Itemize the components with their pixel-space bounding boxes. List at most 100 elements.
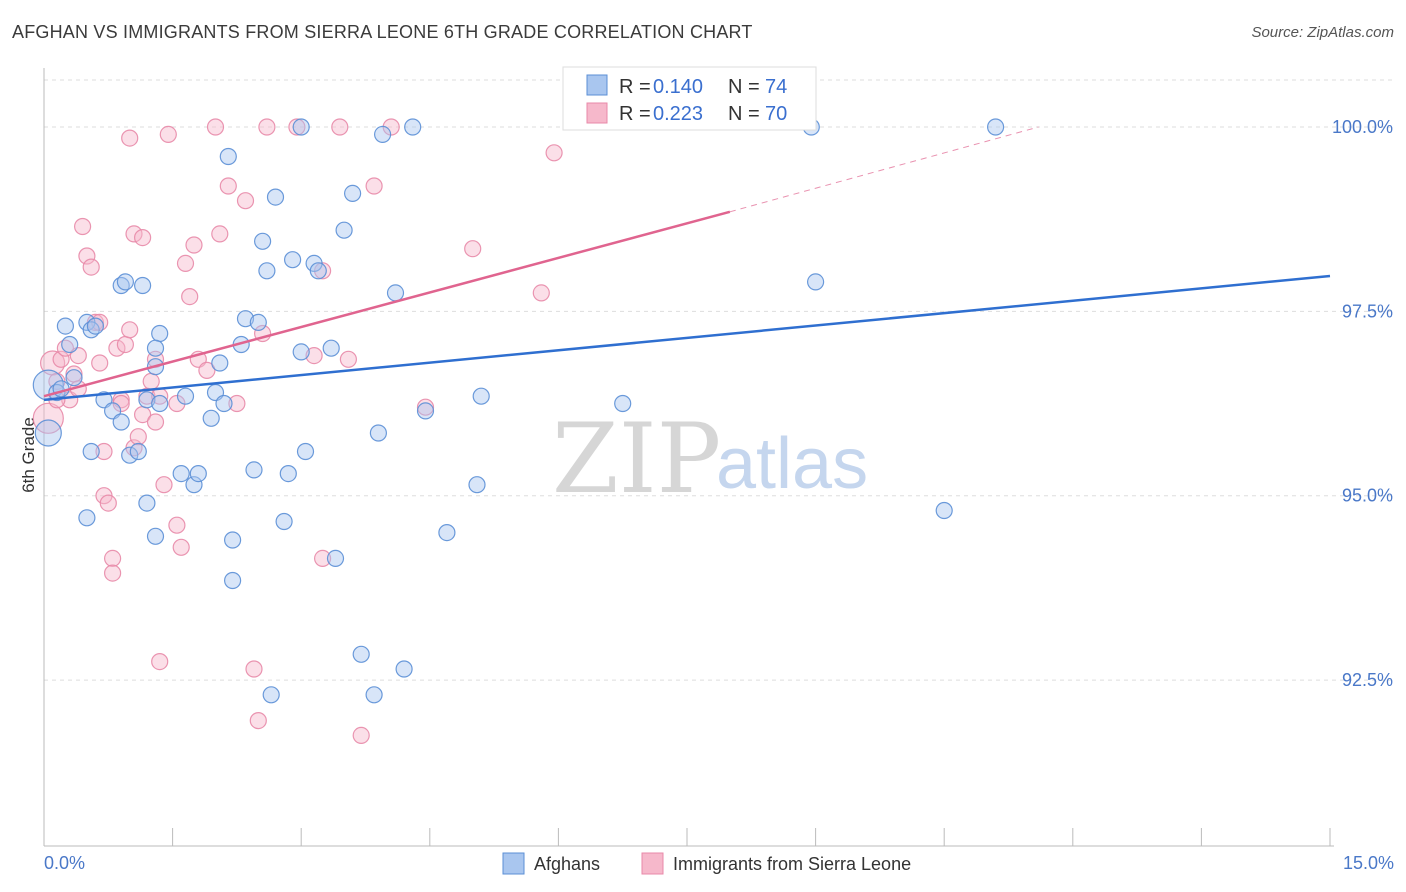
x-tick-label-max: 15.0% bbox=[1343, 853, 1394, 873]
data-point bbox=[32, 402, 64, 434]
y-tick-label: 92.5% bbox=[1342, 670, 1393, 690]
data-point bbox=[142, 372, 160, 390]
data-point bbox=[155, 476, 173, 494]
data-point bbox=[61, 335, 79, 354]
data-point bbox=[52, 350, 70, 368]
data-point bbox=[352, 726, 370, 745]
data-point bbox=[103, 549, 122, 568]
data-point bbox=[129, 442, 147, 461]
data-point bbox=[202, 409, 220, 427]
data-point bbox=[146, 527, 165, 545]
bottom-legend-label-sierra-leone: Immigrants from Sierra Leone bbox=[673, 854, 911, 874]
data-point bbox=[296, 442, 315, 461]
data-point bbox=[331, 118, 349, 136]
data-point bbox=[545, 144, 563, 162]
data-point bbox=[99, 494, 117, 512]
data-point bbox=[86, 317, 105, 335]
data-point bbox=[146, 339, 165, 357]
data-point bbox=[181, 288, 199, 306]
data-point bbox=[249, 711, 267, 730]
data-point bbox=[185, 476, 203, 494]
data-point bbox=[806, 273, 825, 291]
data-point bbox=[262, 686, 280, 704]
data-point bbox=[374, 125, 392, 143]
data-point bbox=[34, 419, 62, 447]
legend-r-label-afghans: R = bbox=[619, 76, 651, 98]
legend-r-value-sierra-leone: 0.223 bbox=[653, 103, 703, 125]
data-point bbox=[185, 236, 203, 254]
data-point bbox=[369, 424, 387, 442]
bottom-legend-swatch-afghans bbox=[502, 852, 525, 875]
data-point bbox=[614, 394, 632, 413]
watermark: ZIP atlas bbox=[552, 403, 868, 515]
trend-line-afghans bbox=[43, 274, 1331, 402]
data-point bbox=[292, 343, 310, 361]
legend-n-label-sierra-leone: N = bbox=[728, 103, 760, 125]
data-point bbox=[288, 118, 306, 136]
legend-n-label-afghans: N = bbox=[728, 76, 760, 98]
data-point bbox=[176, 254, 195, 272]
data-point bbox=[82, 258, 100, 276]
data-point bbox=[82, 442, 100, 461]
data-point bbox=[438, 523, 456, 542]
data-point bbox=[112, 413, 130, 431]
x-tick-label-min: 0.0% bbox=[44, 853, 85, 873]
y-tick-label: 95.0% bbox=[1342, 486, 1393, 506]
data-point bbox=[206, 118, 225, 136]
data-point bbox=[121, 446, 139, 464]
data-point bbox=[211, 225, 229, 243]
data-point bbox=[146, 413, 165, 431]
data-point bbox=[116, 273, 135, 291]
data-point bbox=[258, 118, 276, 136]
data-point bbox=[224, 531, 242, 549]
data-point bbox=[254, 232, 272, 250]
data-point bbox=[258, 262, 276, 280]
data-point bbox=[219, 177, 237, 195]
legend-swatch-afghans bbox=[586, 74, 608, 96]
data-point bbox=[129, 428, 147, 446]
data-point bbox=[352, 645, 370, 663]
legend-swatch-sierra-leone bbox=[586, 102, 608, 124]
data-point bbox=[116, 335, 135, 354]
data-point bbox=[309, 262, 327, 280]
data-point bbox=[305, 347, 323, 365]
data-point bbox=[472, 387, 490, 405]
data-point bbox=[275, 512, 293, 531]
data-point bbox=[245, 461, 263, 479]
data-point bbox=[228, 394, 246, 413]
data-point bbox=[91, 354, 109, 372]
y-tick-label: 100.0% bbox=[1332, 117, 1393, 137]
data-point bbox=[266, 188, 285, 206]
data-point bbox=[65, 369, 83, 387]
data-point bbox=[279, 465, 297, 483]
data-point bbox=[172, 465, 190, 483]
data-point bbox=[189, 465, 207, 483]
legend-n-value-afghans: 74 bbox=[765, 76, 787, 98]
source-credit: Source: ZipAtlas.com bbox=[1251, 24, 1394, 41]
trend-lines bbox=[43, 126, 1331, 402]
data-point bbox=[404, 118, 422, 136]
data-point bbox=[344, 184, 362, 202]
data-point bbox=[159, 125, 177, 143]
data-point bbox=[249, 313, 267, 331]
data-point bbox=[198, 361, 216, 379]
data-point bbox=[108, 339, 126, 357]
data-point bbox=[56, 317, 75, 335]
data-point bbox=[468, 476, 486, 494]
bottom-legend-label-afghans: Afghans bbox=[534, 854, 600, 874]
trend-line-sierra-leone-extension bbox=[729, 126, 1039, 213]
bottom-legend: Afghans Immigrants from Sierra Leone bbox=[502, 852, 911, 875]
data-point bbox=[219, 147, 237, 166]
data-point bbox=[292, 118, 310, 136]
y-tick-label: 97.5% bbox=[1342, 301, 1393, 321]
data-point bbox=[134, 276, 152, 295]
data-point bbox=[322, 339, 340, 357]
data-point bbox=[335, 221, 353, 239]
data-point bbox=[125, 225, 143, 243]
data-point bbox=[986, 118, 1005, 136]
chart-title: AFGHAN VS IMMIGRANTS FROM SIERRA LEONE 6… bbox=[12, 22, 753, 42]
data-point bbox=[78, 247, 96, 265]
data-point bbox=[532, 284, 550, 302]
data-point bbox=[236, 192, 255, 210]
